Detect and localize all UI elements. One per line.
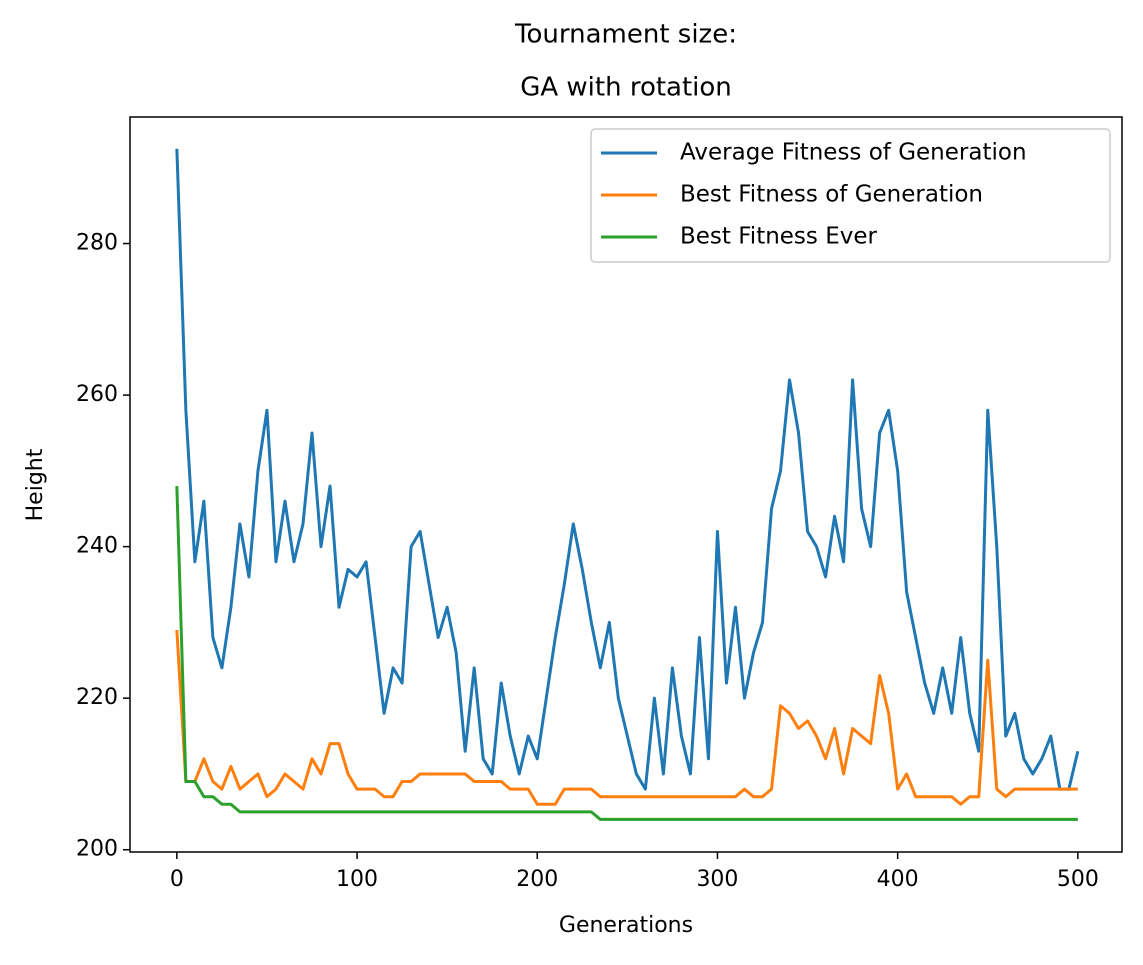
x-axis-label: Generations <box>559 913 693 938</box>
legend-label: Average Fitness of Generation <box>680 140 1027 166</box>
x-tick-label: 200 <box>516 867 558 892</box>
series-line <box>175 148 1080 791</box>
series-line <box>175 485 1078 821</box>
y-tick-label: 240 <box>76 534 118 559</box>
legend-label: Best Fitness Ever <box>680 224 878 250</box>
y-axis-label: Height <box>23 448 48 521</box>
x-tick-label: 0 <box>170 867 184 892</box>
chart-title: Tournament size: <box>514 20 737 50</box>
x-tick-label: 100 <box>336 867 378 892</box>
y-tick-label: 260 <box>76 382 118 407</box>
legend-box <box>590 128 1111 263</box>
x-tick-label: 500 <box>1057 867 1099 892</box>
chart-subtitle: GA with rotation <box>520 73 732 103</box>
plot-frame <box>129 116 1123 853</box>
y-tick-label: 220 <box>76 685 118 710</box>
y-tick-label: 280 <box>76 231 118 256</box>
x-tick-label: 400 <box>877 867 919 892</box>
legend-label: Best Fitness of Generation <box>680 182 983 208</box>
x-tick-label: 300 <box>696 867 738 892</box>
y-tick-label: 200 <box>76 837 118 862</box>
series-line <box>175 629 1078 806</box>
